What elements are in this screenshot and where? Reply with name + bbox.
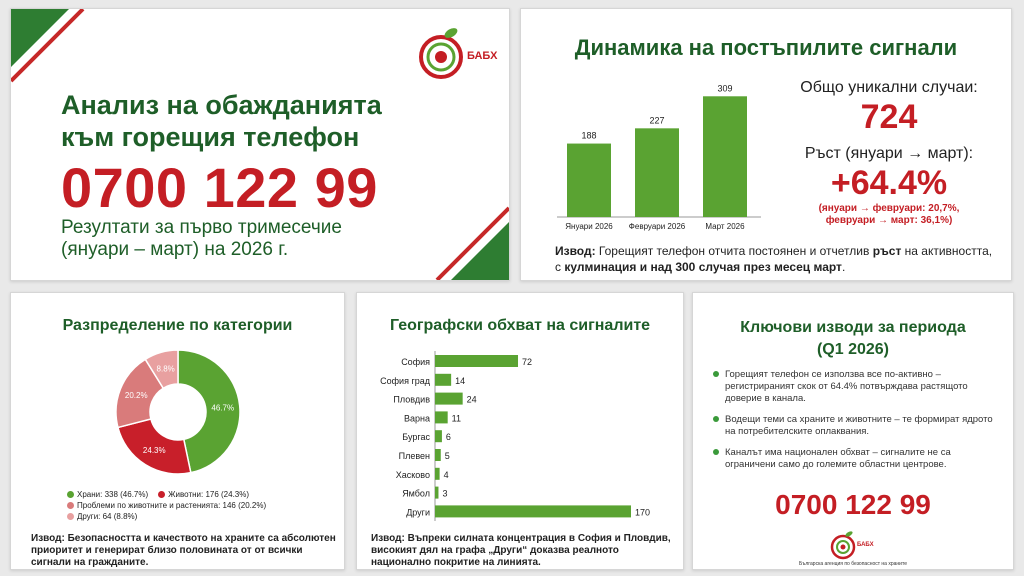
category-tick-label: Бургас <box>402 432 430 442</box>
bar-region-6 <box>435 449 441 461</box>
growth-detail-2: февруари → март: 36,1%) <box>825 215 953 226</box>
bar-value-label: 227 <box>649 115 664 125</box>
donut-slice-1 <box>177 349 241 474</box>
category-tick-label: Други <box>406 507 430 517</box>
bar-region-1 <box>435 355 519 367</box>
slice-percent-label: 20.2% <box>125 391 148 400</box>
logo-text-small: БАБХ <box>857 542 874 548</box>
slice-percent-label: 8.8% <box>157 365 175 374</box>
bar-value-label: 309 <box>717 83 732 93</box>
dynamics-conclusion: Извод: Горещият телефон отчита постоянен… <box>555 244 993 274</box>
bar-region-5 <box>435 430 442 443</box>
bar-value-label: 3 <box>442 489 447 499</box>
categories-conclusion: Извод: Безопасността и качеството на хра… <box>31 533 336 568</box>
babh-logo-small: БАБХ <box>829 529 879 566</box>
categories-panel: Разпределение по категории 46.7% 24.3% 20.… <box>10 292 345 570</box>
growth-detail-1: (януари → февруари: 20,7%, <box>818 203 960 214</box>
bar-region-9 <box>435 505 631 518</box>
logo-text: БАБХ <box>467 50 498 62</box>
bar-value-label: 170 <box>635 507 650 517</box>
legend-item-other: Други: 64 (8.8%) <box>67 511 137 522</box>
bar-month-2 <box>635 128 679 217</box>
bar-value-label: 188 <box>581 131 596 141</box>
geography-conclusion: Извод: Въпреки силната концентрация в Со… <box>371 533 671 568</box>
dynamics-panel: Динамика на постъпилите сигнали 188 Януар… <box>520 8 1012 281</box>
bar-value-label: 11 <box>452 413 461 423</box>
category-tick-label: Януари 2026 <box>565 222 613 231</box>
findings-title: Ключови изводи за периода (Q1 2026) <box>740 319 966 358</box>
hotline-number: 0700 122 99 <box>61 156 378 219</box>
findings-panel: Ключови изводи за периода (Q1 2026) Горе… <box>692 292 1014 570</box>
geography-title: Географски обхват на сигналите <box>389 317 651 334</box>
legend-item-animals: Животни: 176 (24.3%) <box>158 489 249 500</box>
bar-value-label: 24 <box>467 395 477 405</box>
babh-logo: БАБХ <box>415 23 505 88</box>
finding-item: Каналът има национален обхват – сигналит… <box>713 447 1003 471</box>
category-tick-label: Февруари 2026 <box>629 222 686 231</box>
category-tick-label: София град <box>380 376 431 386</box>
dynamics-title: Динамика на постъпилите сигнали <box>574 35 958 60</box>
agency-name: Българска агенция по безопасност на хран… <box>798 561 907 567</box>
bullet-icon <box>713 449 719 455</box>
corner-decoration-top-left <box>11 9 85 83</box>
bar-region-8 <box>435 486 439 499</box>
category-tick-label: Варна <box>404 413 430 423</box>
bar-value-label: 6 <box>446 432 451 442</box>
subtitle: Резултати за първо тримесечие (януари – … <box>61 217 342 260</box>
dynamics-stats: Общо уникални случаи: 724 Ръст (януари →… <box>779 79 999 227</box>
slice-percent-label: 46.7% <box>211 403 234 412</box>
donut-slice-4 <box>144 349 179 390</box>
category-tick-label: Хасково <box>396 470 430 480</box>
corner-decoration-bottom-right <box>435 206 509 280</box>
main-title: Анализ на обажданията към горещия телефо… <box>61 90 382 152</box>
findings-list: Горещият телефон се използва все по-акти… <box>713 369 1003 480</box>
bar-region-2 <box>435 373 452 386</box>
bar-value-label: 4 <box>444 470 449 480</box>
bar-region-3 <box>435 392 463 405</box>
slice-percent-label: 24.3% <box>143 446 166 455</box>
bar-month-3 <box>703 96 747 217</box>
bar-value-label: 72 <box>522 357 532 367</box>
total-label: Общо уникални случаи: <box>800 79 978 96</box>
donut-slice-2 <box>117 418 192 475</box>
geography-panel: Географски обхват на сигналите София 72 Со… <box>356 292 684 570</box>
bar-region-7 <box>435 467 440 480</box>
category-tick-label: Плевен <box>399 451 430 461</box>
growth-label: Ръст (януари → март): <box>804 145 974 162</box>
bar-value-label: 5 <box>445 451 450 461</box>
bar-region-4 <box>435 411 448 424</box>
bullet-icon <box>713 416 719 422</box>
bar-value-label: 14 <box>455 376 465 386</box>
finding-item: Горещият телефон се използва все по-акти… <box>713 369 1003 405</box>
categories-donut-chart: 46.7% 24.3% 20.2% 8.8% <box>115 349 241 475</box>
bullet-icon <box>713 371 719 377</box>
category-tick-label: София <box>401 357 430 367</box>
category-tick-label: Ямбол <box>402 489 430 499</box>
category-tick-label: Март 2026 <box>705 222 745 231</box>
bar-month-1 <box>567 143 611 217</box>
legend-item-food: Храни: 338 (46.7%) <box>67 489 148 500</box>
total-value: 724 <box>860 98 918 136</box>
finding-item: Водещи теми са храните и животните – те … <box>713 414 1003 438</box>
geography-bar-chart: София 72 София град 14 Пловдив 24 Варна 11 Бурга… <box>380 351 650 521</box>
legend-item-problems: Проблеми по животните и растенията: 146 … <box>67 500 266 511</box>
intro-panel: БАБХ Анализ на обажданията към горещия т… <box>10 8 510 281</box>
category-tick-label: Пловдив <box>393 395 430 405</box>
categories-legend: Храни: 338 (46.7%) Животни: 176 (24.3%) … <box>67 489 266 522</box>
categories-title: Разпределение по категории <box>62 317 293 334</box>
findings-hotline-number: 0700 122 99 <box>775 489 931 520</box>
monthly-bar-chart: 188 Януари 2026 227 Февруари 2026 309 Март 20… <box>557 83 761 231</box>
growth-value: +64.4% <box>830 164 948 202</box>
